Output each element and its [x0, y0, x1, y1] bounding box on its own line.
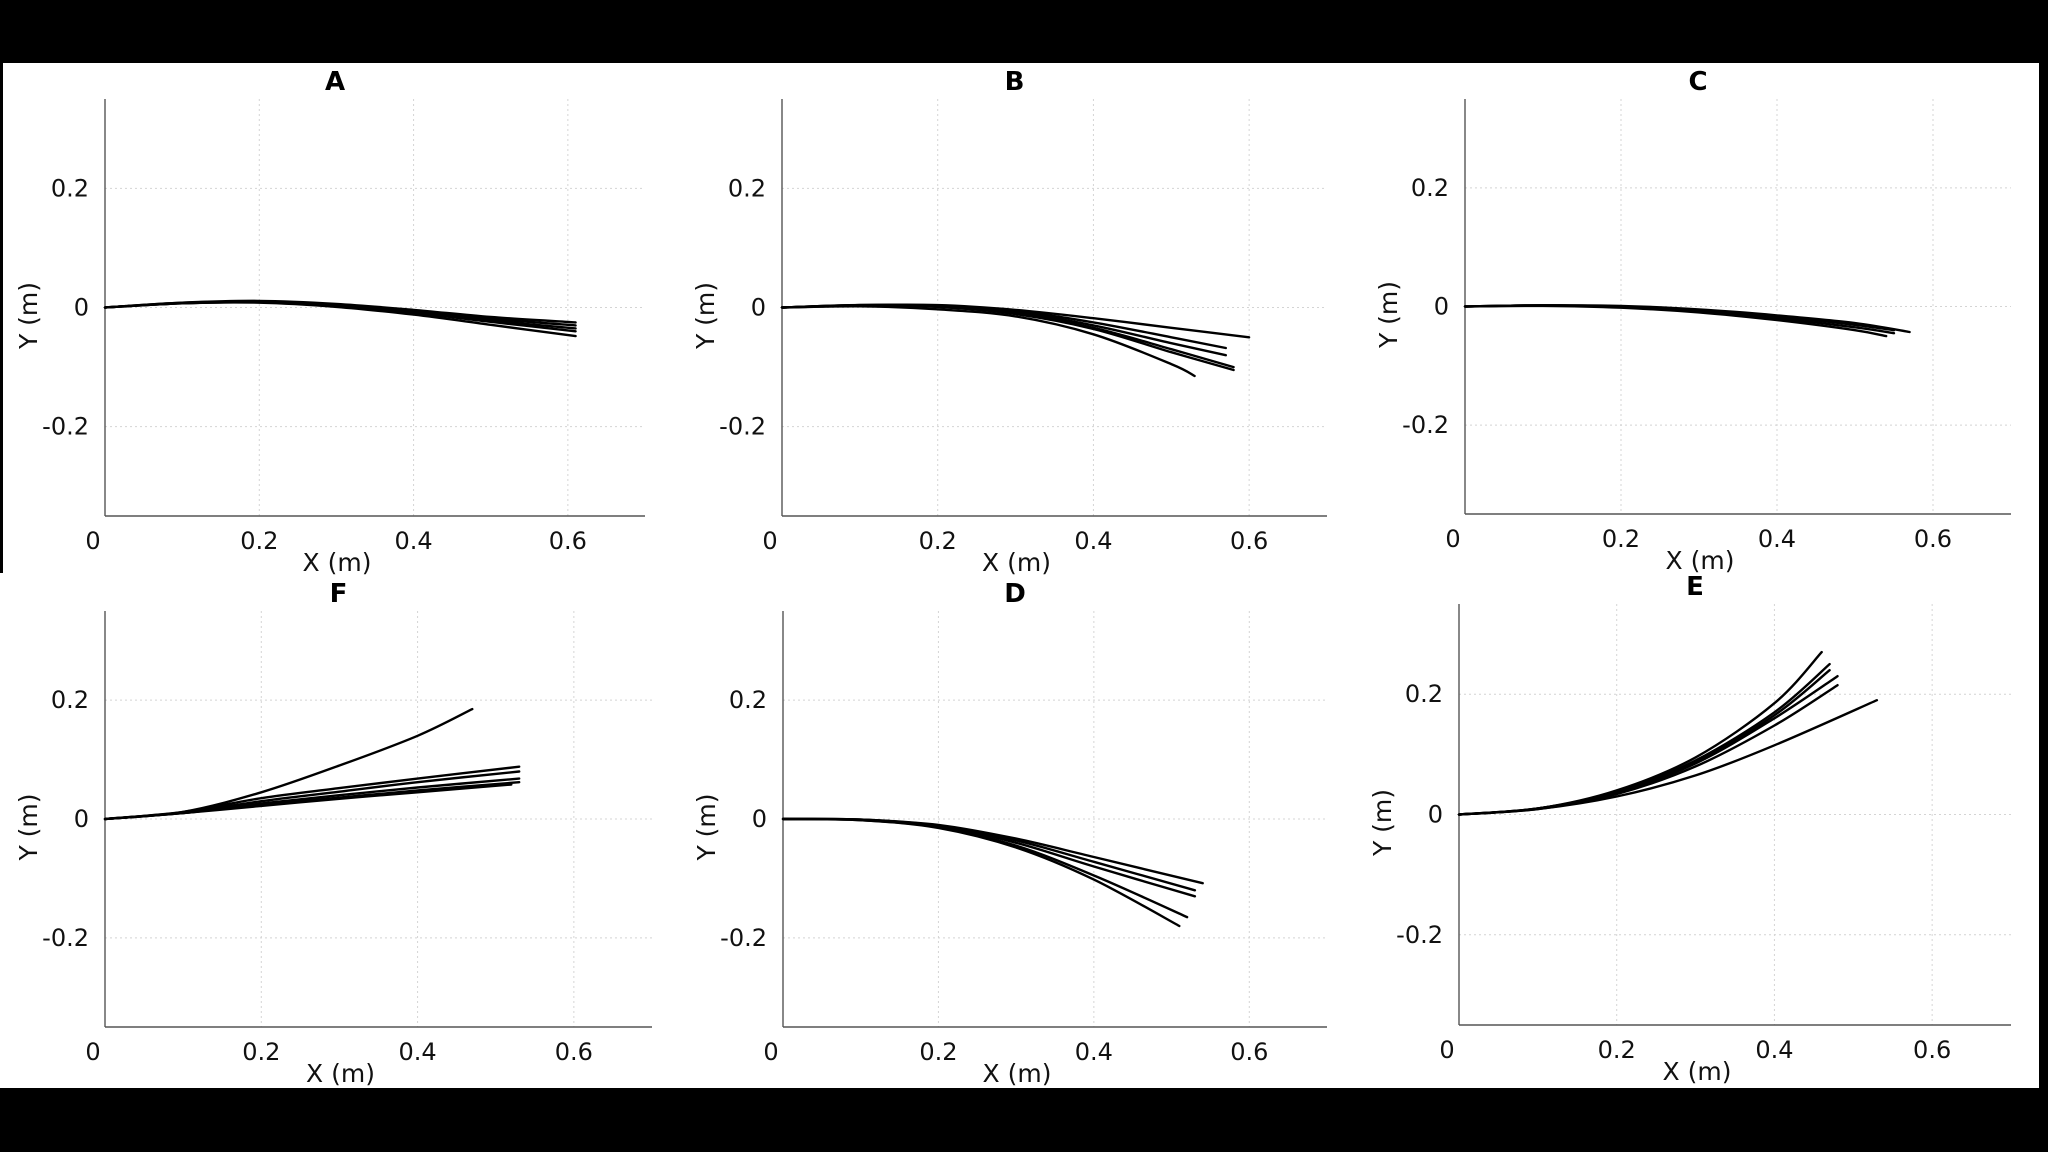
right-black-edge [2039, 63, 2048, 1088]
x-tick-label: 0 [763, 1038, 778, 1066]
panel-c: 0 0.2 0.4 0.6 0.2 0 -0.2 X (m) Y (m) C [1374, 67, 2011, 575]
panel-title: C [1688, 67, 1707, 97]
panel-title: B [1005, 67, 1025, 97]
panel-e: 0 0.2 0.4 0.6 0.2 0 -0.2 X (m) Y (m) E [1368, 572, 2011, 1086]
x-tick-label: 0 [762, 527, 777, 555]
x-tick-label: 0.2 [242, 1038, 280, 1066]
y-axis-label: Y (m) [691, 282, 720, 350]
y-axis-label: Y (m) [1374, 281, 1403, 349]
trajectory-line [103, 783, 513, 821]
x-tick-label: 0.2 [1598, 1036, 1636, 1064]
y-axis-label: Y (m) [1368, 789, 1397, 857]
y-tick-label: 0.2 [51, 174, 89, 202]
y-tick-label: 0.2 [51, 686, 89, 714]
x-tick-label: 0.6 [549, 527, 587, 555]
x-tick-label: 0 [1445, 525, 1460, 553]
y-tick-label: 0 [751, 294, 766, 322]
y-tick-label: -0.2 [1402, 411, 1449, 439]
x-tick-label: 0 [85, 1038, 100, 1066]
x-tick-label: 0.6 [1230, 527, 1268, 555]
y-tick-label: 0 [752, 805, 767, 833]
panel-title: F [330, 579, 348, 609]
x-axis-label: X (m) [303, 548, 372, 577]
panel-a: 0 0.2 0.4 0.6 0.2 0 -0.2 X (m) Y (m) A [14, 67, 645, 577]
y-tick-label: 0 [74, 805, 89, 833]
x-tick-label: 0 [1439, 1036, 1454, 1064]
x-tick-label: 0.4 [394, 527, 432, 555]
x-tick-label: 0.2 [919, 1038, 957, 1066]
trajectory-line [781, 817, 1181, 928]
panel-b: 0 0.2 0.4 0.6 0.2 0 -0.2 X (m) Y (m) B [691, 67, 1327, 577]
x-tick-label: 0.4 [1074, 527, 1112, 555]
x-axis-label: X (m) [983, 1059, 1052, 1088]
panel-title: A [325, 67, 345, 97]
x-axis-label: X (m) [306, 1059, 375, 1088]
x-tick-label: 0.6 [555, 1038, 593, 1066]
top-black-band [0, 0, 2048, 63]
x-tick-label: 0.6 [1230, 1038, 1268, 1066]
y-tick-label: -0.2 [42, 924, 89, 952]
x-tick-label: 0.4 [398, 1038, 436, 1066]
y-tick-label: 0 [74, 294, 89, 322]
trajectory-line [1457, 699, 1879, 816]
x-tick-label: 0.2 [1602, 525, 1640, 553]
x-tick-label: 0 [85, 527, 100, 555]
bottom-black-band [0, 1088, 2048, 1152]
x-tick-label: 0.2 [919, 527, 957, 555]
y-tick-label: -0.2 [42, 413, 89, 441]
y-tick-label: 0 [1428, 801, 1443, 829]
y-tick-label: 0.2 [1405, 680, 1443, 708]
y-tick-label: -0.2 [719, 413, 766, 441]
panel-d: 0 0.2 0.4 0.6 0.2 0 -0.2 X (m) Y (m) D [692, 579, 1327, 1088]
y-tick-label: -0.2 [1396, 921, 1443, 949]
trajectory-line [103, 301, 577, 338]
x-tick-label: 0.6 [1914, 525, 1952, 553]
trajectory-line [1463, 304, 1888, 338]
y-axis-label: Y (m) [14, 793, 43, 861]
panel-title: D [1004, 579, 1026, 609]
x-axis-label: X (m) [982, 548, 1051, 577]
y-tick-label: 0.2 [1411, 174, 1449, 202]
x-tick-label: 0.4 [1755, 1036, 1793, 1064]
left-black-edge [0, 63, 3, 573]
x-tick-label: 0.2 [240, 527, 278, 555]
x-tick-label: 0.6 [1913, 1036, 1951, 1064]
y-tick-label: 0 [1434, 293, 1449, 321]
x-tick-label: 0.4 [1758, 525, 1796, 553]
y-tick-label: 0.2 [728, 174, 766, 202]
x-tick-label: 0.4 [1075, 1038, 1113, 1066]
figure-background [0, 63, 2048, 1088]
y-tick-label: -0.2 [720, 924, 767, 952]
y-axis-label: Y (m) [14, 282, 43, 350]
y-tick-label: 0.2 [729, 686, 767, 714]
trajectory-line [780, 305, 1196, 378]
x-axis-label: X (m) [1666, 546, 1735, 575]
panel-f: 0 0.2 0.4 0.6 0.2 0 -0.2 X (m) Y (m) F [14, 579, 652, 1088]
panel-title: E [1686, 572, 1704, 602]
y-axis-label: Y (m) [692, 793, 721, 861]
x-axis-label: X (m) [1663, 1057, 1732, 1086]
